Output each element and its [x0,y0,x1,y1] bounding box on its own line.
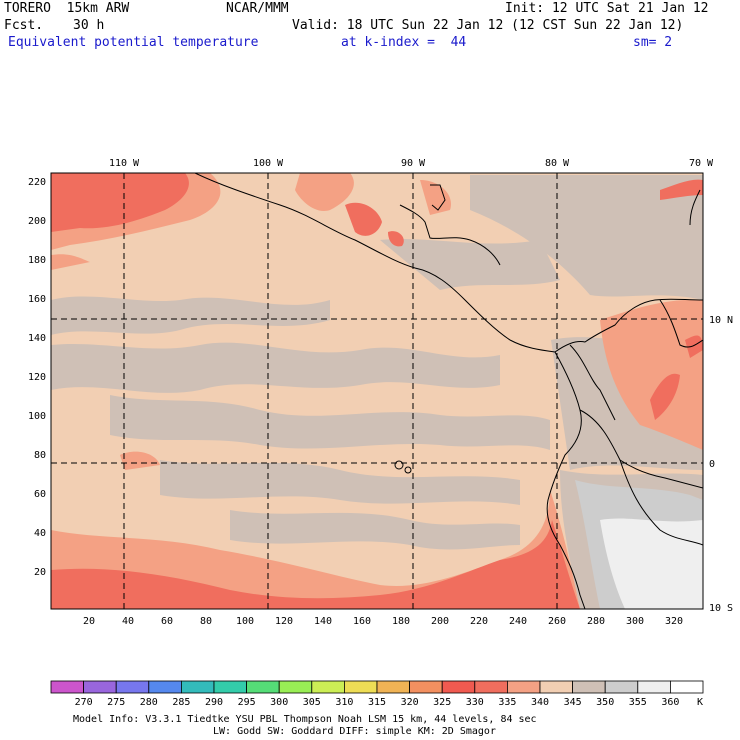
colorbar-level-label: 330 [466,697,484,708]
colorbar-swatch [246,680,280,694]
latitude-label: 0 [709,459,715,470]
colorbar-level-label: 275 [107,697,125,708]
colorbar-level-label: 360 [661,697,679,708]
colorbar-swatch [180,680,215,694]
map-frame [50,172,704,610]
colorbar-swatch [409,680,443,694]
init-time: Init: 12 UTC Sat 21 Jan 12 [505,1,709,16]
colorbar-swatch [148,680,182,694]
valid-time: Valid: 18 UTC Sun 22 Jan 12 (12 CST Sun … [292,18,684,33]
latitude-label: 10 N [709,315,733,326]
left-tick-label: 140 [28,333,46,344]
theta-e-field [51,173,703,609]
colorbar-level-label: 335 [498,697,516,708]
longitude-label: 70 W [689,158,714,169]
colorbar-swatch [670,680,704,694]
colorbar-swatch [343,680,378,694]
colorbar-swatch [278,680,313,694]
left-axis: 220 200 180 160 140 120 100 80 60 40 20 [28,177,46,578]
colorbar-level-label: 325 [433,697,451,708]
bottom-tick-label: 300 [626,616,644,627]
forecast-hour: 30 h [73,18,105,33]
bottom-tick-label: 320 [665,616,683,627]
colorbar-level-label: 315 [368,697,386,708]
bottom-tick-label: 160 [353,616,371,627]
latitude-label: 10 S [709,603,733,614]
colorbar-level-label: 350 [596,697,614,708]
left-tick-label: 160 [28,294,46,305]
left-tick-label: 220 [28,177,46,188]
colorbar-level-label: 290 [205,697,223,708]
organization: NCAR/MMM [226,1,289,16]
bottom-tick-label: 180 [392,616,410,627]
longitude-label: 110 W [109,158,140,169]
left-tick-label: 120 [28,372,46,383]
colorbar-level-label: 345 [564,697,582,708]
bottom-tick-label: 20 [83,616,95,627]
colorbar-swatch [637,680,671,694]
level-label: at k-index = 44 [341,35,467,50]
colorbar-level-label: 320 [401,697,419,708]
left-tick-label: 60 [34,489,46,500]
bottom-tick-label: 220 [470,616,488,627]
bottom-tick-label: 280 [587,616,605,627]
colorbar-level-label: 270 [75,697,93,708]
bottom-tick-label: 240 [509,616,527,627]
colorbar-swatch [604,680,639,694]
colorbar-swatch [474,680,508,694]
colorbar-swatch [83,680,117,694]
field-band-355-360 [600,518,703,609]
colorbar-unit: K [697,697,703,708]
bottom-tick-label: 40 [122,616,134,627]
colorbar-level-label: 310 [335,697,353,708]
colorbar-level-label: 280 [140,697,158,708]
colorbar-level-label: 355 [629,697,647,708]
colorbar-swatch [441,680,476,694]
longitude-label: 90 W [401,158,426,169]
field-band-330-335 [51,173,703,609]
left-tick-label: 100 [28,411,46,422]
left-tick-label: 200 [28,216,46,227]
smoothing-label: sm= 2 [633,35,673,50]
bottom-tick-label: 260 [548,616,566,627]
colorbar-swatch [50,680,84,694]
model-info-line2: LW: Godd SW: Goddard DIFF: simple KM: 2D… [213,726,496,737]
bottom-tick-label: 60 [161,616,173,627]
model-title: TORERO 15km ARW [4,1,130,16]
bottom-tick-label: 100 [236,616,254,627]
longitude-label: 80 W [545,158,570,169]
forecast-label: Fcst. [4,18,44,33]
colorbar-level-label: 295 [238,697,256,708]
left-tick-label: 20 [34,567,46,578]
colorbar-swatch [506,680,541,694]
colorbar-swatch [311,680,345,694]
colorbar [50,680,704,694]
colorbar-labels: 270 275 280 285 290 295 300 305 310 315 320 325 330 3… [75,697,680,708]
left-tick-label: 40 [34,528,46,539]
bottom-tick-label: 140 [314,616,332,627]
colorbar-swatch [572,680,606,694]
colorbar-swatch [115,680,150,694]
left-tick-label: 180 [28,255,46,266]
model-info-line1: Model Info: V3.3.1 Tiedtke YSU PBL Thomp… [73,714,537,725]
colorbar-level-label: 285 [172,697,190,708]
colorbar-level-label: 300 [270,697,288,708]
bottom-axis: 20 40 60 80 100 120 140 160 180 200 220 … [83,616,683,627]
bottom-tick-label: 200 [431,616,449,627]
longitude-label: 100 W [253,158,284,169]
colorbar-level-label: 340 [531,697,549,708]
coastlines [194,173,703,609]
lat-lon-grid [51,173,703,609]
bottom-tick-label: 80 [200,616,212,627]
colorbar-swatch [213,680,247,694]
bottom-tick-label: 120 [275,616,293,627]
right-latitude-axis: 10 N 0 10 S [709,315,733,614]
left-tick-label: 80 [34,450,46,461]
top-longitude-axis: 110 W 100 W 90 W 80 W 70 W [109,158,714,169]
field-name: Equivalent potential temperature [8,35,259,50]
colorbar-swatch [539,680,573,694]
colorbar-level-label: 305 [303,697,321,708]
colorbar-swatch [376,680,410,694]
